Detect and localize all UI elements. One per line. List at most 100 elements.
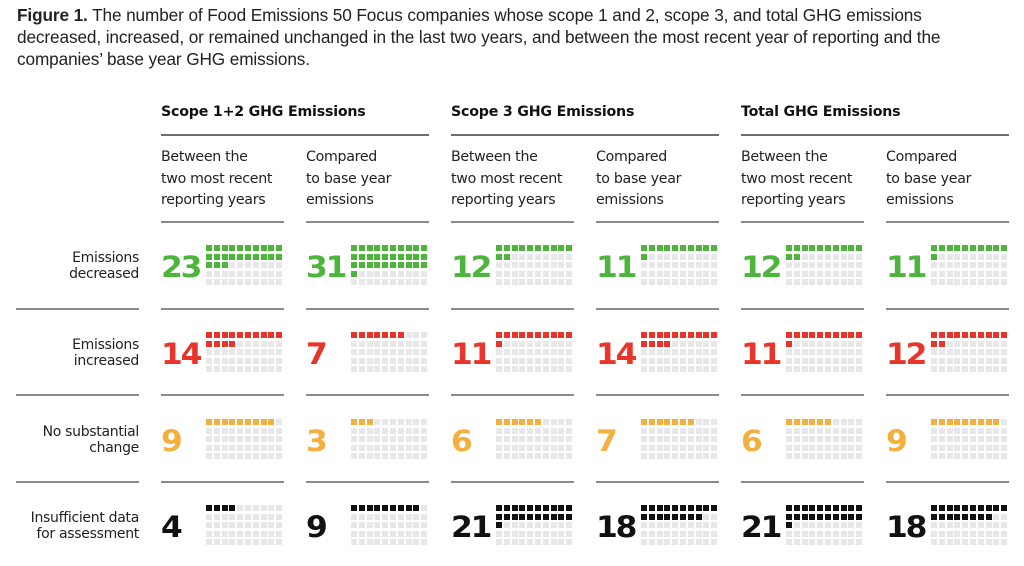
waffle-cell-empty	[1001, 270, 1008, 277]
waffle-cell-empty	[221, 522, 228, 528]
waffle-cell-empty	[679, 436, 686, 442]
waffle-cell-empty	[421, 349, 428, 355]
waffle-cell-empty	[268, 444, 275, 451]
waffle-cell-empty	[946, 427, 953, 434]
waffle-cell-empty	[711, 444, 718, 451]
waffle-cell-empty	[969, 340, 976, 347]
waffle-cell-empty	[848, 539, 855, 545]
value-label: 21	[741, 510, 782, 544]
waffle-cell-empty	[566, 522, 573, 528]
waffle-cell-empty	[558, 270, 565, 277]
waffle-cell-empty	[519, 453, 526, 459]
waffle-cell-empty	[648, 530, 655, 537]
waffle-cell-filled	[938, 245, 945, 251]
waffle-cell-empty	[244, 513, 251, 520]
waffle-cell-empty	[1001, 357, 1008, 364]
waffle-cell-filled	[351, 262, 357, 268]
waffle-cell-empty	[969, 262, 976, 268]
waffle-cell-empty	[421, 436, 428, 442]
waffle-cell-empty	[221, 513, 228, 520]
waffle-grid	[351, 419, 428, 459]
waffle-cell-empty	[405, 357, 412, 364]
waffle-cell-empty	[534, 366, 541, 372]
waffle-cell-filled	[969, 245, 976, 251]
waffle-cell-empty	[703, 419, 710, 425]
waffle-cell-empty	[679, 453, 686, 459]
waffle-cell-empty	[993, 539, 1000, 545]
waffle-cell-empty	[703, 436, 710, 442]
waffle-cell-filled	[405, 505, 412, 511]
waffle-cell-empty	[695, 419, 702, 425]
waffle-cell-filled	[954, 513, 961, 520]
waffle-cell-empty	[389, 444, 396, 451]
waffle-cell-filled	[542, 513, 549, 520]
value-label: 11	[451, 337, 492, 371]
waffle-cell-empty	[679, 522, 686, 528]
waffle-cell-empty	[946, 270, 953, 277]
waffle-cell-empty	[527, 340, 534, 347]
waffle-cell-filled	[237, 253, 244, 260]
waffle-cell-empty	[969, 270, 976, 277]
waffle-cell-empty	[268, 349, 275, 355]
waffle-cell-empty	[954, 522, 961, 528]
waffle-cell-empty	[397, 539, 404, 545]
waffle-cell-empty	[985, 366, 992, 372]
waffle-cell-empty	[786, 453, 792, 459]
waffle-cell-empty	[703, 513, 710, 520]
waffle-cell-empty	[366, 453, 373, 459]
waffle-cell-empty	[496, 357, 502, 364]
waffle-cell-empty	[527, 522, 534, 528]
waffle-cell-empty	[503, 262, 510, 268]
waffle-cell-filled	[358, 419, 365, 425]
waffle-cell-empty	[260, 513, 267, 520]
waffle-cell-empty	[374, 539, 381, 545]
waffle-cell-empty	[405, 279, 412, 285]
waffle-cell-filled	[511, 332, 518, 338]
waffle-cell-filled	[221, 505, 228, 511]
waffle-cell-empty	[511, 444, 518, 451]
waffle-cell-empty	[405, 427, 412, 434]
waffle-cell-empty	[672, 539, 679, 545]
waffle-cell-empty	[824, 270, 831, 277]
waffle-cell-empty	[252, 279, 259, 285]
waffle-cell-empty	[703, 253, 710, 260]
waffle-cell-filled	[954, 505, 961, 511]
waffle-cell-empty	[566, 453, 573, 459]
waffle-cell-empty	[382, 444, 389, 451]
waffle-cell-filled	[260, 245, 267, 251]
waffle-cell-empty	[931, 349, 937, 355]
waffle-cell-filled	[824, 245, 831, 251]
waffle-cell-empty	[817, 357, 824, 364]
waffle-cell-empty	[969, 453, 976, 459]
waffle-cell-filled	[703, 332, 710, 338]
waffle-cell-empty	[672, 262, 679, 268]
waffle-cell-empty	[527, 349, 534, 355]
waffle-cell-empty	[389, 349, 396, 355]
waffle-cell-filled	[786, 245, 792, 251]
waffle-cell-empty	[206, 513, 212, 520]
waffle-cell-filled	[511, 245, 518, 251]
waffle-cell-empty	[824, 427, 831, 434]
waffle-cell-empty	[656, 539, 663, 545]
waffle-cell-empty	[703, 366, 710, 372]
waffle-cell-empty	[931, 530, 937, 537]
waffle-cell-empty	[687, 253, 694, 260]
waffle-cell-empty	[519, 366, 526, 372]
waffle-cell-empty	[801, 436, 808, 442]
row-divider	[306, 394, 429, 396]
waffle-cell-empty	[969, 366, 976, 372]
waffle-cell-empty	[413, 340, 420, 347]
waffle-cell-filled	[641, 505, 647, 511]
waffle-cell-empty	[237, 427, 244, 434]
waffle-cell-empty	[840, 357, 847, 364]
waffle-cell-empty	[519, 522, 526, 528]
column-header: Compared to base year emissions	[306, 149, 392, 208]
waffle-cell-filled	[938, 340, 945, 347]
waffle-cell-empty	[641, 522, 647, 528]
waffle-cell-empty	[985, 436, 992, 442]
waffle-cell-empty	[809, 262, 816, 268]
waffle-cell-empty	[382, 349, 389, 355]
waffle-cell-empty	[817, 270, 824, 277]
waffle-cell-empty	[993, 270, 1000, 277]
waffle-cell-filled	[276, 245, 283, 251]
